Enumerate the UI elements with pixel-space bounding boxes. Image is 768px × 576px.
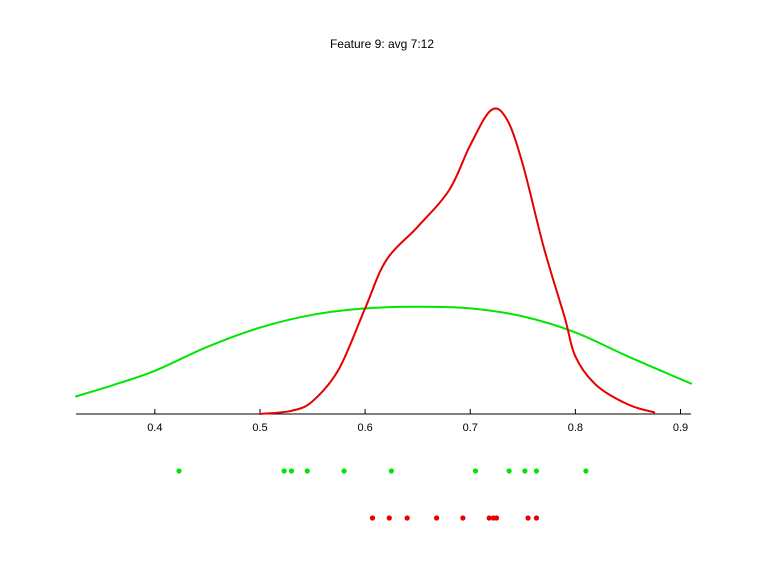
rug-point-1 (522, 468, 528, 474)
rug-point-1 (506, 468, 512, 474)
rug-point-1 (176, 468, 182, 474)
rug-point-2 (525, 515, 531, 521)
chart-title: Feature 9: avg 7:12 (330, 37, 434, 51)
x-tick-label: 0.9 (673, 422, 688, 434)
x-tick-label: 0.7 (463, 422, 478, 434)
rug-point-2 (493, 515, 500, 521)
x-tick-label: 0.5 (252, 422, 267, 434)
x-tick-label: 0.6 (357, 422, 372, 434)
x-tick-label: 0.4 (147, 422, 162, 434)
x-axis: 0.4 0.5 0.6 0.7 0.8 0.9 (76, 409, 691, 434)
rug-point-1 (472, 468, 479, 474)
rug-point-1 (388, 468, 394, 474)
rug-point-2 (460, 515, 466, 521)
rug-point-2 (386, 515, 392, 521)
density-curve-2 (258, 107, 656, 415)
rug-point-1 (281, 468, 287, 474)
x-tick-label: 0.8 (568, 422, 583, 434)
density-curve-1 (75, 305, 692, 398)
rug-point-2 (369, 515, 376, 521)
rug-point-2 (486, 515, 492, 521)
rug-point-2 (533, 515, 540, 521)
rug-point-1 (533, 468, 540, 474)
rug-point-1 (288, 468, 295, 474)
rug-point-1 (583, 468, 589, 474)
rug-point-2 (433, 515, 440, 521)
rug-point-2 (404, 515, 410, 521)
series-layer (75, 107, 692, 415)
rug-layer (176, 468, 589, 521)
rug-point-1 (341, 468, 347, 474)
rug-point-1 (304, 468, 310, 474)
